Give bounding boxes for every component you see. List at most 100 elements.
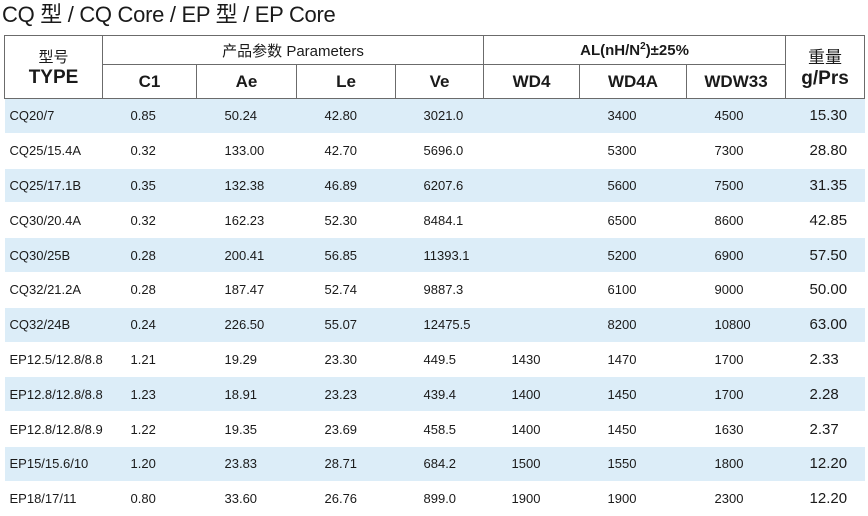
wdw33-cell: 6900 — [686, 237, 786, 273]
le-cell: 42.80 — [296, 98, 396, 134]
ve-cell: 3021.0 — [395, 98, 484, 134]
wdw33-cell: 2300 — [686, 480, 786, 516]
c1-header: C1 — [102, 64, 197, 99]
table-row: CQ20/7 0.85 50.24 42.80 3021.0 3400 4500 15.30 — [4, 98, 865, 134]
wd4a-cell: 5300 — [579, 132, 687, 169]
ve-cell: 9887.3 — [395, 271, 484, 308]
weight-cell: 28.80 — [785, 132, 865, 169]
wdw33-cell: 1700 — [686, 341, 786, 377]
page-title: CQ 型 / CQ Core / EP 型 / EP Core — [2, 2, 336, 27]
c1-cell: 1.22 — [102, 411, 197, 447]
le-cell: 56.85 — [296, 237, 396, 273]
type-cell: EP12.8/12.8/8.9 — [4, 411, 103, 447]
ae-cell: 19.29 — [196, 341, 297, 377]
ve-cell: 8484.1 — [395, 202, 484, 238]
type-cell: EP12.8/12.8/8.8 — [4, 376, 103, 412]
ve-cell: 684.2 — [395, 445, 484, 482]
ve-cell: 12475.5 — [395, 306, 484, 343]
wd4a-cell: 6500 — [579, 202, 687, 238]
weight-cell: 2.33 — [785, 341, 865, 377]
type-cell: CQ32/21.2A — [4, 271, 103, 308]
wd4-cell: 1400 — [483, 376, 580, 412]
le-cell: 28.71 — [296, 445, 396, 482]
le-cell: 55.07 — [296, 306, 396, 343]
wd4-cell — [483, 306, 580, 343]
al-header-superscript: 2 — [640, 41, 646, 52]
wd4a-cell: 1900 — [579, 480, 687, 516]
le-cell: 23.69 — [296, 411, 396, 447]
c1-cell: 0.35 — [102, 167, 197, 203]
ve-cell: 5696.0 — [395, 132, 484, 169]
table-row: CQ25/15.4A 0.32 133.00 42.70 5696.0 5300 7300 2… — [4, 132, 865, 169]
ve-header: Ve — [394, 64, 485, 99]
weight-header-cn: 重量 — [808, 48, 843, 67]
weight-header-en: g/Prs — [801, 68, 849, 89]
ve-cell: 11393.1 — [395, 237, 484, 273]
weight-cell: 50.00 — [785, 271, 865, 308]
ae-cell: 33.60 — [196, 480, 297, 516]
weight-cell: 2.37 — [785, 411, 865, 447]
c1-cell: 0.24 — [102, 306, 197, 343]
le-header: Le — [296, 64, 396, 99]
type-cell: CQ20/7 — [4, 98, 103, 134]
type-cell: CQ30/20.4A — [4, 202, 103, 238]
wd4-cell — [483, 132, 580, 169]
wd4-cell: 1500 — [483, 445, 580, 482]
wd4-header: WD4 — [483, 64, 581, 99]
ae-cell: 200.41 — [196, 237, 297, 273]
wdw33-cell: 4500 — [686, 98, 786, 134]
table-row: CQ32/21.2A 0.28 187.47 52.74 9887.3 6100 9000 5… — [4, 271, 865, 308]
ae-cell: 187.47 — [196, 271, 297, 308]
le-cell: 23.23 — [296, 376, 396, 412]
wd4-cell — [483, 237, 580, 273]
wdw33-cell: 1630 — [686, 411, 786, 447]
ve-cell: 899.0 — [395, 480, 484, 516]
type-header-en: TYPE — [28, 67, 79, 88]
weight-cell: 15.30 — [785, 98, 865, 134]
le-cell: 26.76 — [296, 480, 396, 516]
le-cell: 52.30 — [296, 202, 396, 238]
wd4-cell — [483, 202, 580, 238]
table-row: CQ30/25B 0.28 200.41 56.85 11393.1 5200 6900 57… — [4, 237, 865, 273]
al-group-header: AL(nH/N2)±25% — [483, 35, 787, 65]
ve-cell: 458.5 — [395, 411, 484, 447]
wd4a-cell: 1470 — [579, 341, 687, 377]
table-body: CQ20/7 0.85 50.24 42.80 3021.0 3400 4500 15.30 C… — [4, 98, 865, 516]
ae-cell: 19.35 — [196, 411, 297, 447]
weight-cell: 12.20 — [785, 480, 865, 516]
wdw33-cell: 7300 — [686, 132, 786, 169]
wd4-cell: 1400 — [483, 411, 580, 447]
weight-cell: 63.00 — [785, 306, 865, 343]
ae-cell: 226.50 — [196, 306, 297, 343]
wd4a-header: WD4A — [579, 64, 688, 99]
type-cell: EP12.5/12.8/8.8 — [4, 341, 103, 377]
weight-cell: 31.35 — [785, 167, 865, 203]
table-row: EP15/15.6/10 1.20 23.83 28.71 684.2 1500 1550 1… — [4, 445, 865, 482]
type-cell: CQ32/24B — [4, 306, 103, 343]
wd4-cell — [483, 167, 580, 203]
wdw33-cell: 7500 — [686, 167, 786, 203]
ae-cell: 23.83 — [196, 445, 297, 482]
parameters-group-header: 产品参数 Parameters — [101, 35, 485, 65]
c1-cell: 1.20 — [102, 445, 197, 482]
type-header-cn: 型号 — [38, 49, 69, 66]
c1-cell: 0.32 — [102, 202, 197, 238]
le-cell: 52.74 — [296, 271, 396, 308]
wdw33-cell: 9000 — [686, 271, 786, 308]
type-cell: EP18/17/11 — [4, 480, 103, 516]
weight-cell: 42.85 — [785, 202, 865, 238]
table-row: CQ30/20.4A 0.32 162.23 52.30 8484.1 6500 8600 4… — [4, 202, 865, 238]
weight-cell: 12.20 — [785, 445, 865, 482]
wdw33-header: WDW33 — [686, 64, 787, 99]
ae-cell: 50.24 — [196, 98, 297, 134]
c1-cell: 0.28 — [102, 237, 197, 273]
c1-cell: 1.23 — [102, 376, 197, 412]
ae-header: Ae — [196, 64, 297, 99]
core-spec-table: 型号 TYPE 产品参数 Parameters AL(nH/N2)±25% 重量… — [4, 35, 866, 516]
c1-cell: 0.80 — [102, 480, 197, 516]
wdw33-cell: 10800 — [686, 306, 786, 343]
le-cell: 23.30 — [296, 341, 396, 377]
type-cell: EP15/15.6/10 — [4, 445, 103, 482]
wd4a-cell: 6100 — [579, 271, 687, 308]
wd4-cell: 1900 — [483, 480, 580, 516]
